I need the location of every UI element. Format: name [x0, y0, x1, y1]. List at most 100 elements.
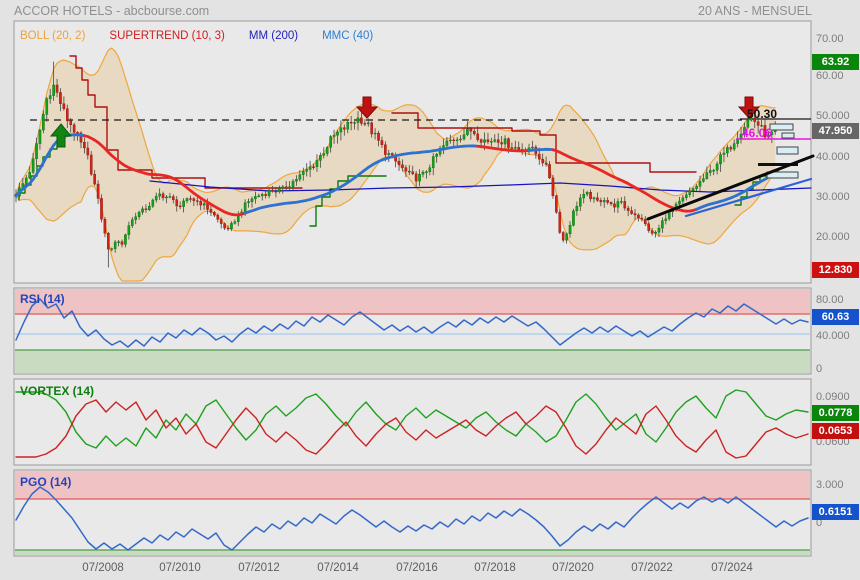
- candle-body: [715, 163, 719, 171]
- candle-body: [79, 132, 83, 143]
- candle-body: [24, 177, 28, 184]
- candle-body: [541, 159, 544, 164]
- candle-body: [175, 199, 179, 207]
- candle-body: [151, 199, 155, 207]
- price-tick-label: 60.00: [816, 70, 844, 82]
- candle-body: [732, 143, 736, 150]
- candle-body: [284, 186, 288, 189]
- candle-body: [305, 169, 309, 172]
- pgo-value-badge: 0.6151: [812, 504, 859, 520]
- candle-body: [425, 171, 428, 173]
- candle-body: [719, 154, 722, 165]
- candle-body: [408, 170, 411, 173]
- candle-body: [219, 219, 223, 224]
- candle-body: [332, 134, 336, 137]
- candle-body: [544, 162, 548, 165]
- pgo-overbought-band: [15, 471, 810, 499]
- candle-body: [514, 147, 517, 149]
- trendline: [684, 177, 813, 218]
- candle-body: [691, 188, 695, 191]
- legend-item: MMC (40): [322, 30, 374, 42]
- x-axis-label: 07/2022: [631, 562, 673, 574]
- candle-body: [397, 160, 401, 166]
- candle-body: [435, 154, 438, 157]
- candle-body: [213, 212, 216, 216]
- candle-body: [589, 192, 592, 200]
- candle-body: [688, 190, 692, 195]
- candle-body: [616, 201, 620, 208]
- candle-body: [226, 227, 230, 230]
- candle-body: [202, 203, 206, 206]
- candle-body: [750, 117, 753, 121]
- candle-body: [472, 130, 476, 135]
- rsi-panel-label: RSI (14): [20, 292, 65, 306]
- candle-body: [606, 200, 609, 203]
- candle-body: [189, 198, 192, 200]
- candle-body: [353, 122, 356, 124]
- candle-body: [216, 214, 220, 220]
- candle-body: [172, 196, 175, 200]
- candle-body: [158, 193, 161, 197]
- mmc40-line: [551, 148, 698, 213]
- candle-body: [630, 210, 633, 214]
- bollinger-fill: [16, 48, 776, 282]
- candle-body: [178, 205, 182, 208]
- candle-body: [31, 158, 35, 173]
- magenta-level-label: 46.06: [742, 126, 773, 140]
- candle-body: [161, 193, 165, 199]
- price-tick-label: 40.000: [816, 151, 850, 163]
- candle-body: [551, 177, 555, 196]
- candle-body: [613, 203, 616, 208]
- pgo-tick-label: 3.000: [816, 479, 844, 491]
- candle-body: [165, 196, 168, 199]
- candle-body: [380, 140, 384, 145]
- candle-body: [476, 133, 480, 140]
- candle-body: [271, 189, 274, 192]
- candle-body: [753, 117, 757, 122]
- candle-body: [346, 121, 350, 130]
- candle-body: [315, 160, 319, 168]
- legend-item: BOLL (20, 2): [20, 30, 86, 42]
- candle-body: [339, 127, 343, 133]
- legend-item: MM (200): [248, 30, 299, 42]
- timeframe-label: 20 ANS - MENSUEL: [698, 4, 812, 18]
- x-axis-label: 07/2024: [711, 562, 753, 574]
- candle-body: [722, 152, 726, 155]
- candle-body: [421, 171, 425, 175]
- candle-body: [650, 230, 654, 234]
- x-axis-label: 07/2020: [552, 562, 594, 574]
- candle-body: [349, 121, 353, 124]
- sell-arrow-icon: [355, 96, 379, 119]
- candle-body: [288, 186, 291, 189]
- supertrend-line: [69, 55, 303, 189]
- vortex-panel-label: VORTEX (14): [20, 384, 95, 398]
- candle-body: [144, 208, 148, 210]
- vortex-tick-label: 0.0900: [816, 391, 850, 403]
- vortex-panel: [13, 378, 812, 466]
- candle-body: [537, 153, 541, 160]
- candle-body: [257, 195, 261, 197]
- candle-body: [120, 241, 124, 245]
- trendline: [646, 154, 815, 221]
- vortex-tick-label: 0.0600: [816, 436, 850, 448]
- vortex-value-badge: 0.0653: [812, 423, 859, 439]
- candle-body: [89, 154, 93, 175]
- candle-body: [363, 123, 367, 125]
- candle-body: [38, 129, 42, 144]
- candle-body: [414, 173, 418, 182]
- candle-body: [561, 232, 565, 241]
- candle-body: [387, 153, 391, 155]
- candle-body: [325, 147, 329, 154]
- candle-body: [103, 219, 107, 234]
- candle-body: [452, 139, 456, 142]
- x-axis-label: 07/2018: [474, 562, 516, 574]
- candle-body: [743, 127, 746, 135]
- candle-body: [555, 195, 558, 213]
- mmc40-line: [243, 144, 480, 215]
- candle-body: [93, 173, 96, 185]
- candle-body: [657, 227, 661, 233]
- candle-body: [384, 144, 387, 155]
- candle-body: [130, 219, 134, 226]
- price-badge: 47.950: [812, 123, 859, 139]
